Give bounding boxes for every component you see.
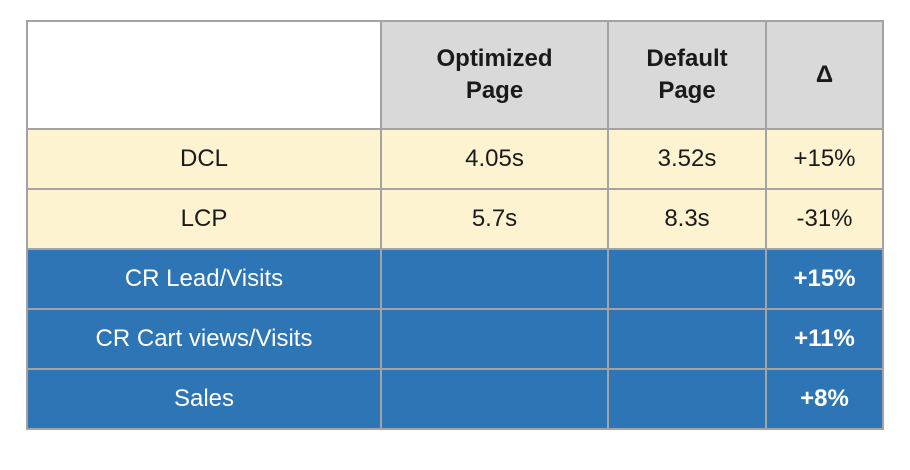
default-value-cell: 8.3s xyxy=(607,188,767,250)
row-label-cell: CR Cart views/Visits xyxy=(26,308,382,370)
row-label-cell: DCL xyxy=(26,128,382,190)
optimized-value-cell xyxy=(380,248,609,310)
row-label-cell: CR Lead/Visits xyxy=(26,248,382,310)
default-value-cell xyxy=(607,248,767,310)
optimized-value-cell: 5.7s xyxy=(380,188,609,250)
comparison-table: Optimized Page Default Page Δ DCL 4.05s … xyxy=(26,20,884,430)
delta-value-cell: +15% xyxy=(765,248,884,310)
optimized-value-cell xyxy=(380,308,609,370)
row-label-cell: LCP xyxy=(26,188,382,250)
table-row-sales: Sales +8% xyxy=(26,368,884,430)
row-label-cell: Sales xyxy=(26,368,382,430)
column-header-delta: Δ xyxy=(765,20,884,130)
column-header-optimized-page: Optimized Page xyxy=(380,20,609,130)
table-row-cr-cart-views-visits: CR Cart views/Visits +11% xyxy=(26,308,884,370)
delta-value-cell: +8% xyxy=(765,368,884,430)
optimized-value-cell: 4.05s xyxy=(380,128,609,190)
delta-value-cell: -31% xyxy=(765,188,884,250)
optimized-value-cell xyxy=(380,368,609,430)
default-value-cell: 3.52s xyxy=(607,128,767,190)
table-header-row: Optimized Page Default Page Δ xyxy=(26,20,884,130)
delta-value-cell: +15% xyxy=(765,128,884,190)
delta-value-cell: +11% xyxy=(765,308,884,370)
default-value-cell xyxy=(607,368,767,430)
table-row-cr-lead-visits: CR Lead/Visits +15% xyxy=(26,248,884,310)
table-row-dcl: DCL 4.05s 3.52s +15% xyxy=(26,128,884,190)
default-value-cell xyxy=(607,308,767,370)
column-header-default-page: Default Page xyxy=(607,20,767,130)
corner-cell xyxy=(26,20,382,130)
table-row-lcp: LCP 5.7s 8.3s -31% xyxy=(26,188,884,250)
